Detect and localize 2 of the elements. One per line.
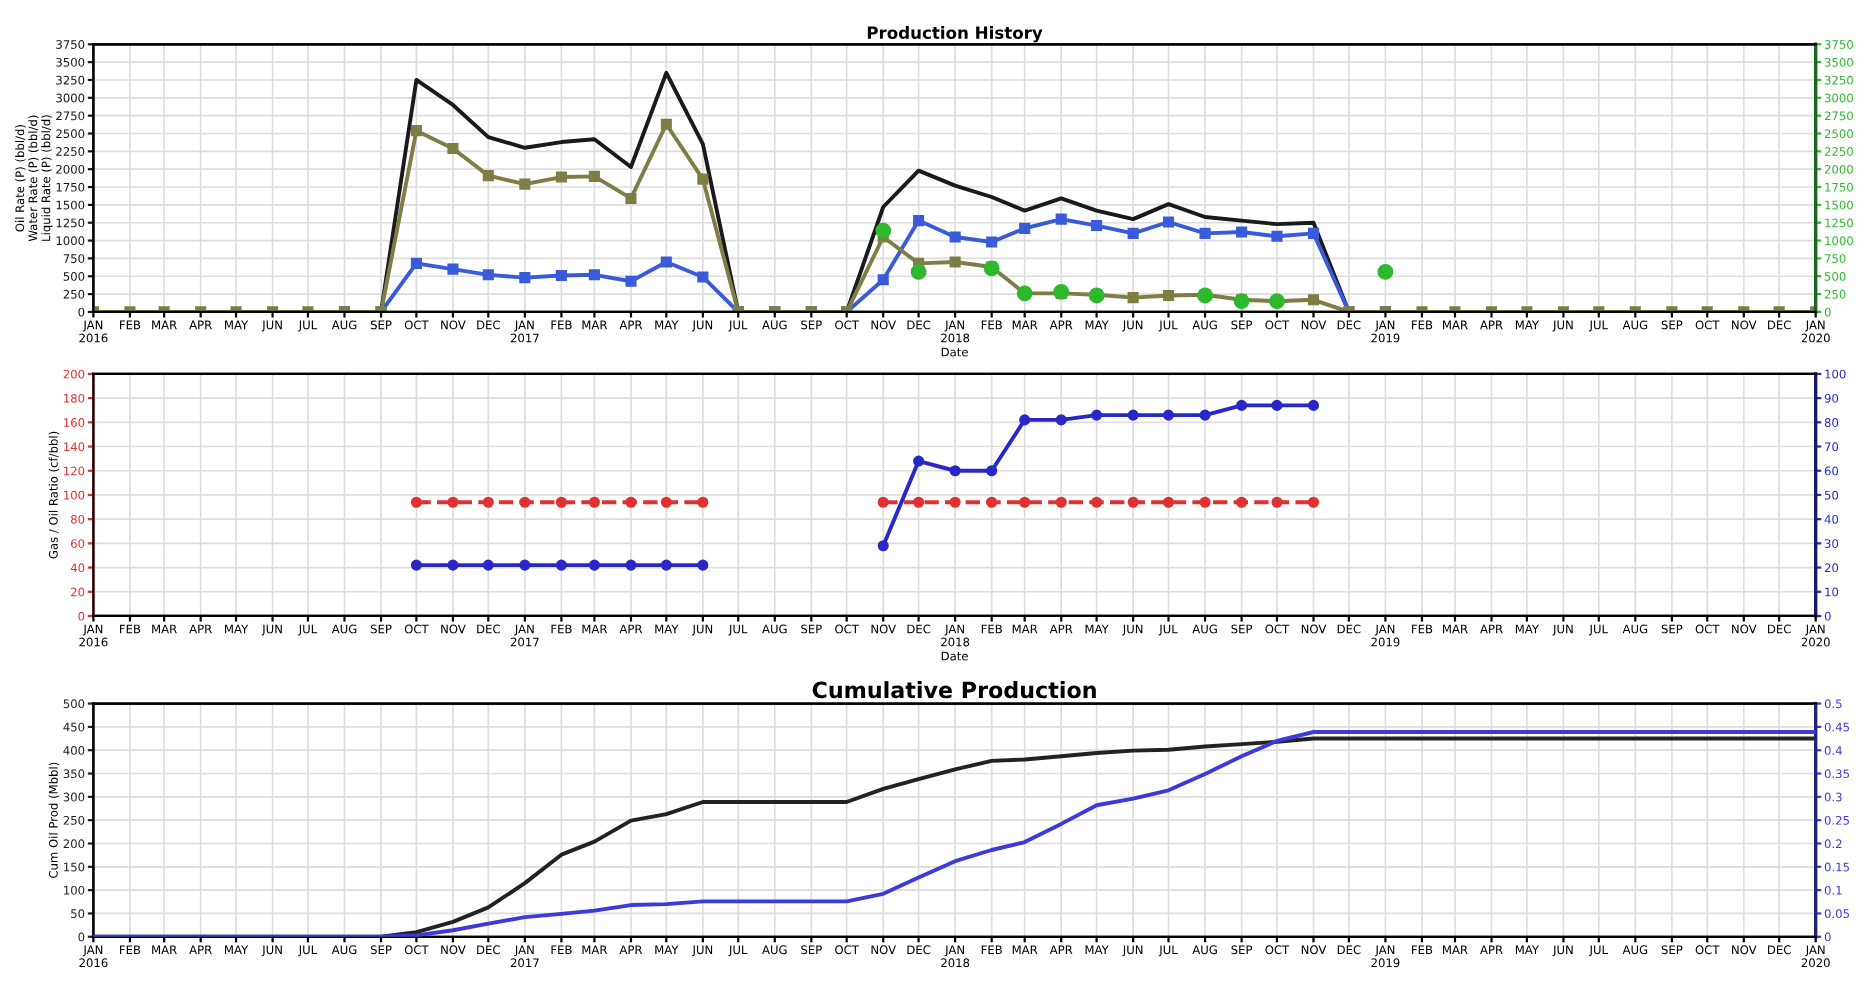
chart-title: Cumulative Production [812, 681, 1096, 699]
chart-title: Production History [867, 26, 1043, 43]
